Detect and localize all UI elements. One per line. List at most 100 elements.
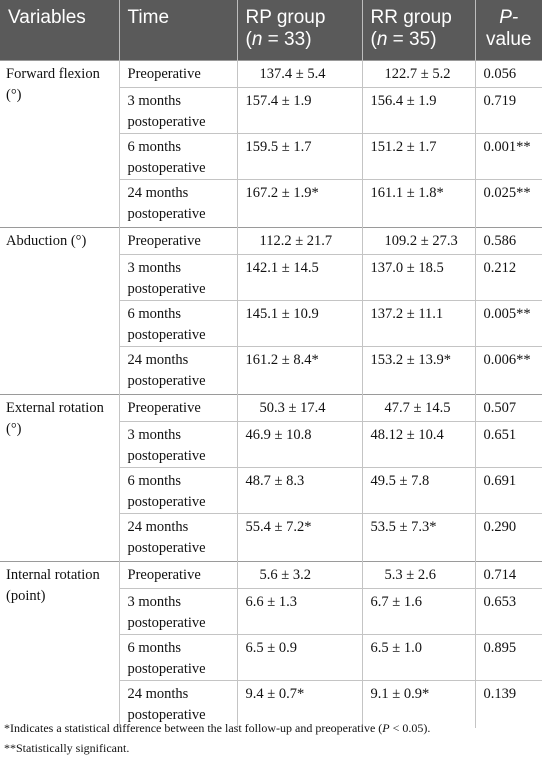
header-cell: P-value: [474, 0, 542, 61]
rr-cell: 156.4 ± 1.9: [361, 87, 475, 134]
time-cell: 3 months postoperative: [118, 421, 237, 468]
rr-cell: 161.1 ± 1.8*: [361, 179, 475, 228]
p-value-cell: 0.139: [474, 680, 542, 728]
rr-cell: 151.2 ± 1.7: [361, 133, 475, 180]
rr-cell: 5.3 ± 2.6: [361, 561, 475, 589]
header-cell: Variables: [0, 0, 119, 61]
rr-cell: 6.7 ± 1.6: [361, 588, 475, 635]
rr-cell: 47.7 ± 14.5: [361, 394, 475, 422]
time-cell: 3 months postoperative: [118, 254, 237, 301]
table-row: External rotation (°) Preoperative 50.3 ± …: [0, 394, 542, 562]
rp-cell: 142.1 ± 14.5: [236, 254, 362, 301]
table-body: Forward flexion (°) Preoperative 137.4 ± 5…: [0, 60, 542, 728]
table-row: 6 months postoperative 48.7 ± 8.3 49.5 ± 7…: [0, 467, 542, 514]
time-cell: 3 months postoperative: [118, 87, 237, 134]
rp-cell: 55.4 ± 7.2*: [236, 513, 362, 562]
time-cell: 24 months postoperative: [118, 513, 237, 562]
header-text: Time: [127, 7, 170, 28]
p-value-cell: 0.651: [474, 421, 542, 468]
rp-cell: 48.7 ± 8.3: [236, 467, 362, 514]
rp-cell: 50.3 ± 17.4: [236, 394, 362, 422]
table-row: Forward flexion (°) Preoperative 137.4 ± 5…: [0, 60, 542, 228]
p-value-cell: 0.691: [474, 467, 542, 514]
variable-cell: External rotation (°): [0, 394, 119, 562]
rp-cell: 5.6 ± 3.2: [236, 561, 362, 589]
rr-cell: 48.12 ± 10.4: [361, 421, 475, 468]
time-cell: 24 months postoperative: [118, 346, 237, 395]
table-row: 3 months postoperative 142.1 ± 14.5 137.0 …: [0, 254, 542, 301]
table-row: 24 months postoperative 55.4 ± 7.2* 53.5 ±…: [0, 513, 542, 562]
table-row: 6 months postoperative 6.5 ± 0.9 6.5 ± 1.0…: [0, 634, 542, 681]
rr-cell: 9.1 ± 0.9*: [361, 680, 475, 728]
time-cell: 24 months postoperative: [118, 179, 237, 228]
rr-cell: 53.5 ± 7.3*: [361, 513, 475, 562]
p-value-cell: 0.001**: [474, 133, 542, 180]
header-italic: P-: [499, 7, 519, 28]
variable-cell: Abduction (°): [0, 227, 119, 395]
rp-cell: 167.2 ± 1.9*: [236, 179, 362, 228]
p-value-cell: 0.290: [474, 513, 542, 562]
time-cell: 6 months postoperative: [118, 300, 237, 347]
rr-cell: 153.2 ± 13.9*: [361, 346, 475, 395]
rr-cell: 137.0 ± 18.5: [361, 254, 475, 301]
rp-cell: 9.4 ± 0.7*: [236, 680, 362, 728]
results-table: Variables Time RP group (n = 33) RR group (n …: [0, 0, 542, 728]
time-cell: Preoperative: [118, 60, 237, 88]
rp-cell: 157.4 ± 1.9: [236, 87, 362, 134]
table-row: Abduction (°) Preoperative 112.2 ± 21.7 109…: [0, 227, 542, 395]
rr-cell: 122.7 ± 5.2: [361, 60, 475, 88]
rp-cell: 6.5 ± 0.9: [236, 634, 362, 681]
p-value-cell: 0.025**: [474, 179, 542, 228]
table-row: 24 months postoperative 167.2 ± 1.9* 161.1…: [0, 179, 542, 228]
p-value-cell: 0.653: [474, 588, 542, 635]
p-value-cell: 0.212: [474, 254, 542, 301]
table-row: 6 months postoperative 159.5 ± 1.7 151.2 ±…: [0, 133, 542, 180]
footnote-text: < 0.05).: [389, 721, 431, 735]
table-row: Internal rotation (point) Preoperative 5.6…: [0, 561, 542, 728]
footnote: **Statistically significant.: [4, 738, 430, 758]
header-row: Variables Time RP group (n = 33) RR group (n …: [0, 0, 542, 61]
time-cell: 3 months postoperative: [118, 588, 237, 635]
variable-cell: Forward flexion (°): [0, 60, 119, 228]
header-text: RP group: [245, 7, 326, 28]
header-italic: n: [251, 29, 263, 50]
p-value-cell: 0.006**: [474, 346, 542, 395]
time-cell: 24 months postoperative: [118, 680, 237, 728]
footnote-italic: P: [382, 721, 390, 735]
rp-cell: 137.4 ± 5.4: [236, 60, 362, 88]
p-value-cell: 0.056: [474, 60, 542, 88]
time-cell: Preoperative: [118, 561, 237, 589]
time-cell: 6 months postoperative: [118, 467, 237, 514]
p-value-cell: 0.719: [474, 87, 542, 134]
header-text: value: [486, 29, 532, 50]
p-value-cell: 0.895: [474, 634, 542, 681]
rp-cell: 6.6 ± 1.3: [236, 588, 362, 635]
footnote: *Indicates a statistical difference betw…: [4, 718, 430, 738]
variable-cell: Internal rotation (point): [0, 561, 119, 728]
time-cell: Preoperative: [118, 227, 237, 255]
rp-cell: 46.9 ± 10.8: [236, 421, 362, 468]
rp-cell: 112.2 ± 21.7: [236, 227, 362, 255]
header-text: (: [245, 29, 252, 50]
header-cell: Time: [118, 0, 237, 61]
rr-cell: 6.5 ± 1.0: [361, 634, 475, 681]
time-cell: 6 months postoperative: [118, 133, 237, 180]
rp-cell: 161.2 ± 8.4*: [236, 346, 362, 395]
table-row: 24 months postoperative 161.2 ± 8.4* 153.2…: [0, 346, 542, 395]
header-text: = 35): [387, 29, 437, 50]
table-row: 3 months postoperative 6.6 ± 1.3 6.7 ± 1.6…: [0, 588, 542, 635]
table-row: 24 months postoperative 9.4 ± 0.7* 9.1 ± 0…: [0, 680, 542, 728]
footnote-text: *Indicates a statistical difference betw…: [4, 721, 383, 735]
header-cell: RP group (n = 33): [236, 0, 362, 61]
table-row: 3 months postoperative 46.9 ± 10.8 48.12 ±…: [0, 421, 542, 468]
header-text: Variables: [8, 7, 86, 28]
header-italic: n: [376, 29, 388, 50]
table-row: 6 months postoperative 145.1 ± 10.9 137.2 …: [0, 300, 542, 347]
rp-cell: 159.5 ± 1.7: [236, 133, 362, 180]
rr-cell: 137.2 ± 11.1: [361, 300, 475, 347]
header-text: (: [370, 29, 377, 50]
p-value-cell: 0.586: [474, 227, 542, 255]
p-value-cell: 0.507: [474, 394, 542, 422]
p-value-cell: 0.714: [474, 561, 542, 589]
